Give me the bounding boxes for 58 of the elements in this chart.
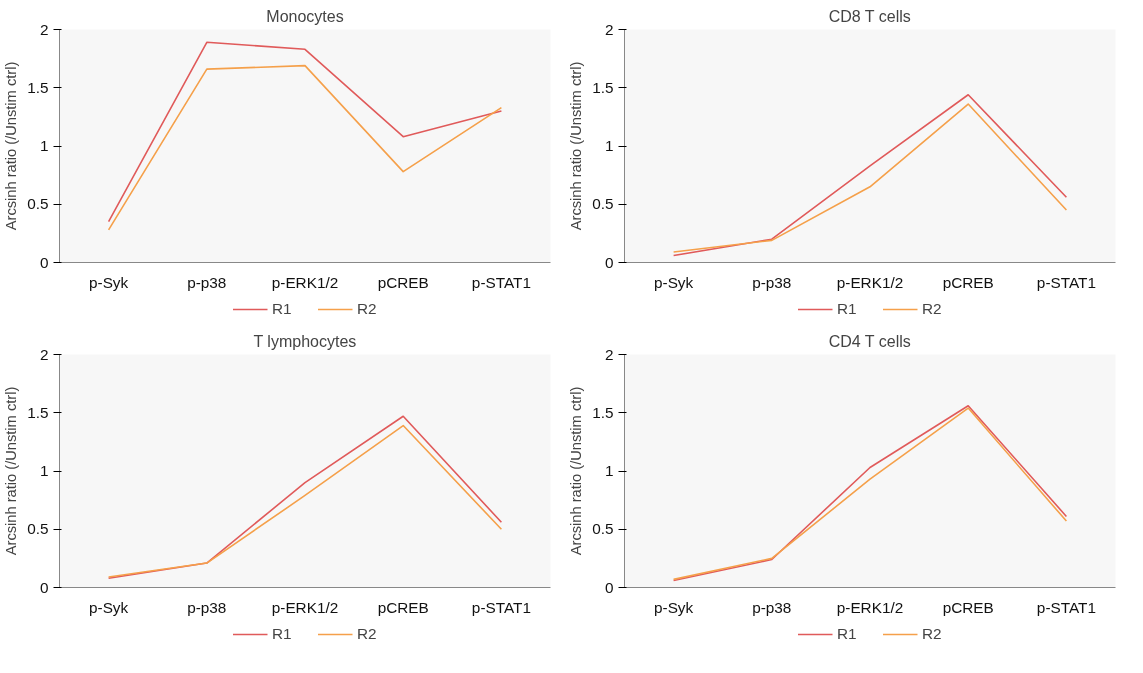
legend-label: R1 bbox=[837, 625, 857, 643]
y-axis-title: Arcsinh ratio (/Unstim ctrl) bbox=[568, 386, 585, 556]
chart-title: CD8 T cells bbox=[828, 7, 911, 25]
legend-label: R2 bbox=[357, 625, 377, 643]
x-tick-label: p-Syk bbox=[654, 273, 694, 291]
y-tick-label: 1.5 bbox=[27, 403, 49, 421]
x-tick-label: p-Syk bbox=[654, 598, 694, 616]
legend-label: R2 bbox=[922, 300, 942, 318]
x-tick-label: p-STAT1 bbox=[471, 273, 531, 291]
y-tick-label: 0.5 bbox=[592, 195, 614, 213]
chart-title: T lymphocytes bbox=[253, 332, 357, 350]
legend-label: R1 bbox=[837, 300, 857, 318]
y-tick-label: 1 bbox=[604, 462, 614, 479]
x-tick-label: p-ERK1/2 bbox=[836, 598, 904, 616]
y-tick-label: 0.5 bbox=[27, 520, 49, 538]
y-tick-label: 0 bbox=[39, 253, 49, 271]
y-tick-label: 1.5 bbox=[27, 78, 49, 96]
y-tick-label: 1 bbox=[39, 462, 49, 479]
x-tick-label: p-STAT1 bbox=[1036, 598, 1096, 616]
x-tick-label: p-STAT1 bbox=[471, 598, 531, 616]
y-tick-label: 2 bbox=[39, 20, 49, 38]
y-tick-label: 2 bbox=[604, 345, 614, 363]
x-tick-label: pCREB bbox=[377, 598, 429, 616]
y-axis-title: Arcsinh ratio (/Unstim ctrl) bbox=[568, 61, 585, 231]
x-tick-label: p-ERK1/2 bbox=[271, 598, 339, 616]
chart-title: Monocytes bbox=[266, 7, 344, 25]
y-tick-label: 2 bbox=[39, 345, 49, 363]
y-tick-label: 0 bbox=[604, 253, 614, 271]
x-tick-label: pCREB bbox=[377, 273, 429, 291]
legend-label: R2 bbox=[357, 300, 377, 318]
x-tick-label: p-p38 bbox=[187, 273, 227, 291]
legend-label: R1 bbox=[272, 300, 292, 318]
y-tick-label: 1.5 bbox=[592, 78, 614, 96]
x-tick-label: p-p38 bbox=[752, 598, 792, 616]
x-tick-label: p-ERK1/2 bbox=[836, 273, 904, 291]
y-tick-label: 0 bbox=[604, 578, 614, 596]
x-tick-label: p-STAT1 bbox=[1036, 273, 1096, 291]
x-tick-label: p-ERK1/2 bbox=[271, 273, 339, 291]
y-tick-label: 1 bbox=[39, 137, 49, 154]
y-tick-label: 1.5 bbox=[592, 403, 614, 421]
chart-title: CD4 T cells bbox=[828, 332, 911, 350]
x-tick-label: pCREB bbox=[942, 273, 994, 291]
y-tick-label: 0 bbox=[39, 578, 49, 596]
y-tick-label: 0.5 bbox=[27, 195, 49, 213]
y-axis-title: Arcsinh ratio (/Unstim ctrl) bbox=[3, 61, 20, 231]
y-tick-label: 1 bbox=[604, 137, 614, 154]
x-tick-label: pCREB bbox=[942, 598, 994, 616]
y-axis-title: Arcsinh ratio (/Unstim ctrl) bbox=[3, 386, 20, 556]
x-tick-label: p-p38 bbox=[752, 273, 792, 291]
legend-label: R1 bbox=[272, 625, 292, 643]
line-series bbox=[107, 41, 503, 223]
x-tick-label: p-p38 bbox=[187, 598, 227, 616]
legend-label: R2 bbox=[922, 625, 942, 643]
y-tick-label: 2 bbox=[604, 20, 614, 38]
x-tick-label: p-Syk bbox=[89, 598, 129, 616]
y-tick-label: 0.5 bbox=[592, 520, 614, 538]
line-series bbox=[107, 64, 503, 231]
x-tick-label: p-Syk bbox=[89, 273, 129, 291]
